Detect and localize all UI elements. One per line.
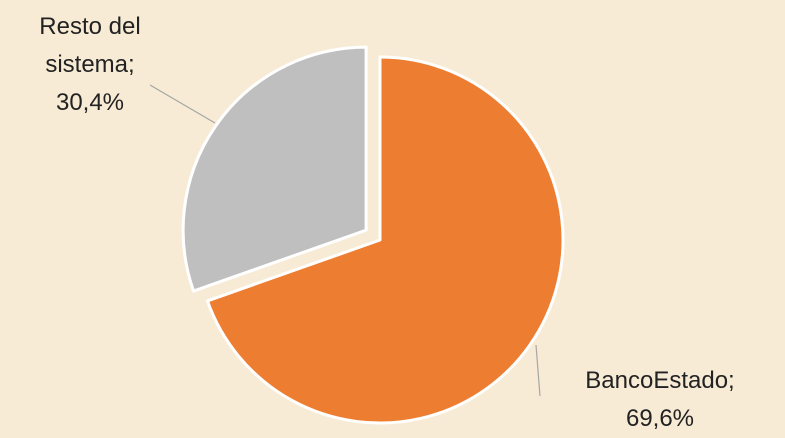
- leader-line: [149, 84, 216, 124]
- category-label: Resto del sistema;: [39, 13, 141, 78]
- data-label: Resto del sistema; 30,4%: [15, 8, 165, 122]
- category-label: BancoEstado;: [585, 367, 735, 394]
- data-label: BancoEstado; 69,6%: [575, 362, 745, 438]
- pie-slice: [205, 55, 565, 425]
- value-label: 30,4%: [55, 89, 125, 116]
- leader-line: [535, 344, 541, 397]
- pie-slice: [181, 45, 368, 293]
- value-label: 69,6%: [625, 405, 695, 432]
